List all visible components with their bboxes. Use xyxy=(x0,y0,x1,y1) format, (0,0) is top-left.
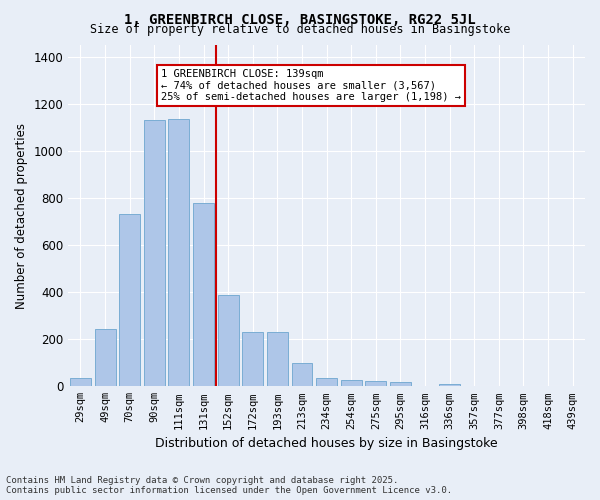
Text: 1 GREENBIRCH CLOSE: 139sqm
← 74% of detached houses are smaller (3,567)
25% of s: 1 GREENBIRCH CLOSE: 139sqm ← 74% of deta… xyxy=(161,69,461,102)
Bar xyxy=(70,378,91,386)
Bar xyxy=(169,119,190,386)
Bar xyxy=(439,384,460,386)
Bar xyxy=(95,328,116,386)
Bar xyxy=(292,363,313,386)
Bar xyxy=(267,332,288,386)
Text: Size of property relative to detached houses in Basingstoke: Size of property relative to detached ho… xyxy=(90,22,510,36)
Y-axis label: Number of detached properties: Number of detached properties xyxy=(15,122,28,308)
Bar xyxy=(144,120,165,386)
Bar xyxy=(218,294,239,386)
Bar xyxy=(119,214,140,386)
Bar xyxy=(316,378,337,386)
Bar xyxy=(341,380,362,386)
Text: Contains HM Land Registry data © Crown copyright and database right 2025.
Contai: Contains HM Land Registry data © Crown c… xyxy=(6,476,452,495)
X-axis label: Distribution of detached houses by size in Basingstoke: Distribution of detached houses by size … xyxy=(155,437,498,450)
Bar xyxy=(365,381,386,386)
Bar xyxy=(390,382,411,386)
Bar xyxy=(242,332,263,386)
Text: 1, GREENBIRCH CLOSE, BASINGSTOKE, RG22 5JL: 1, GREENBIRCH CLOSE, BASINGSTOKE, RG22 5… xyxy=(124,12,476,26)
Bar xyxy=(193,202,214,386)
